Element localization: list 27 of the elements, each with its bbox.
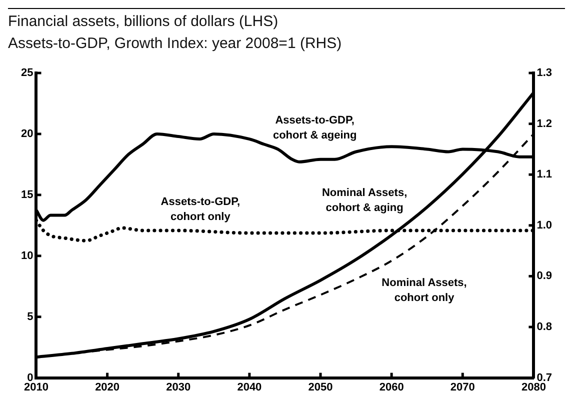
y2-tick-label: 0.8	[536, 321, 552, 334]
y-tick-label: 5	[27, 310, 34, 323]
y-tick-label: 15	[20, 188, 34, 201]
y-tick-label: 0	[27, 372, 34, 384]
y-tick-label: 25	[20, 67, 34, 80]
x-tick-label: 2080	[521, 381, 546, 394]
y-tick-label: 20	[20, 128, 34, 140]
chart-subtitle: Assets-to-GDP, Growth Index: year 2008=1 (RHS)	[8, 34, 343, 54]
y2-tick-label: 1.0	[536, 219, 552, 232]
x-tick-label: 2070	[450, 381, 475, 394]
y2-tick-label: 1.1	[536, 168, 552, 181]
y2-tick-label: 0.9	[536, 270, 552, 282]
x-tick-label: 2050	[308, 381, 333, 394]
x-tick-label: 2040	[237, 381, 262, 394]
series-label: Assets-to-GDP, cohort & ageing	[272, 114, 357, 142]
x-tick-label: 2010	[24, 381, 48, 394]
series-label: Assets-to-GDP, cohort only	[160, 196, 240, 223]
chart-title: Financial assets, billions of dollars (LHS)	[8, 12, 280, 32]
x-tick-label: 2020	[95, 381, 120, 394]
y-tick-label: 10	[20, 250, 34, 262]
series-label: Nominal Assets, cohort only	[382, 276, 467, 304]
y2-tick-label: 1.3	[536, 67, 552, 80]
series-label: Nominal Assets, cohort & aging	[322, 186, 408, 214]
x-tick-label: 2030	[166, 381, 191, 394]
y2-tick-label: 1.2	[536, 118, 552, 130]
y2-tick-label: 0.7	[536, 372, 552, 384]
x-tick-label: 2060	[379, 381, 404, 394]
